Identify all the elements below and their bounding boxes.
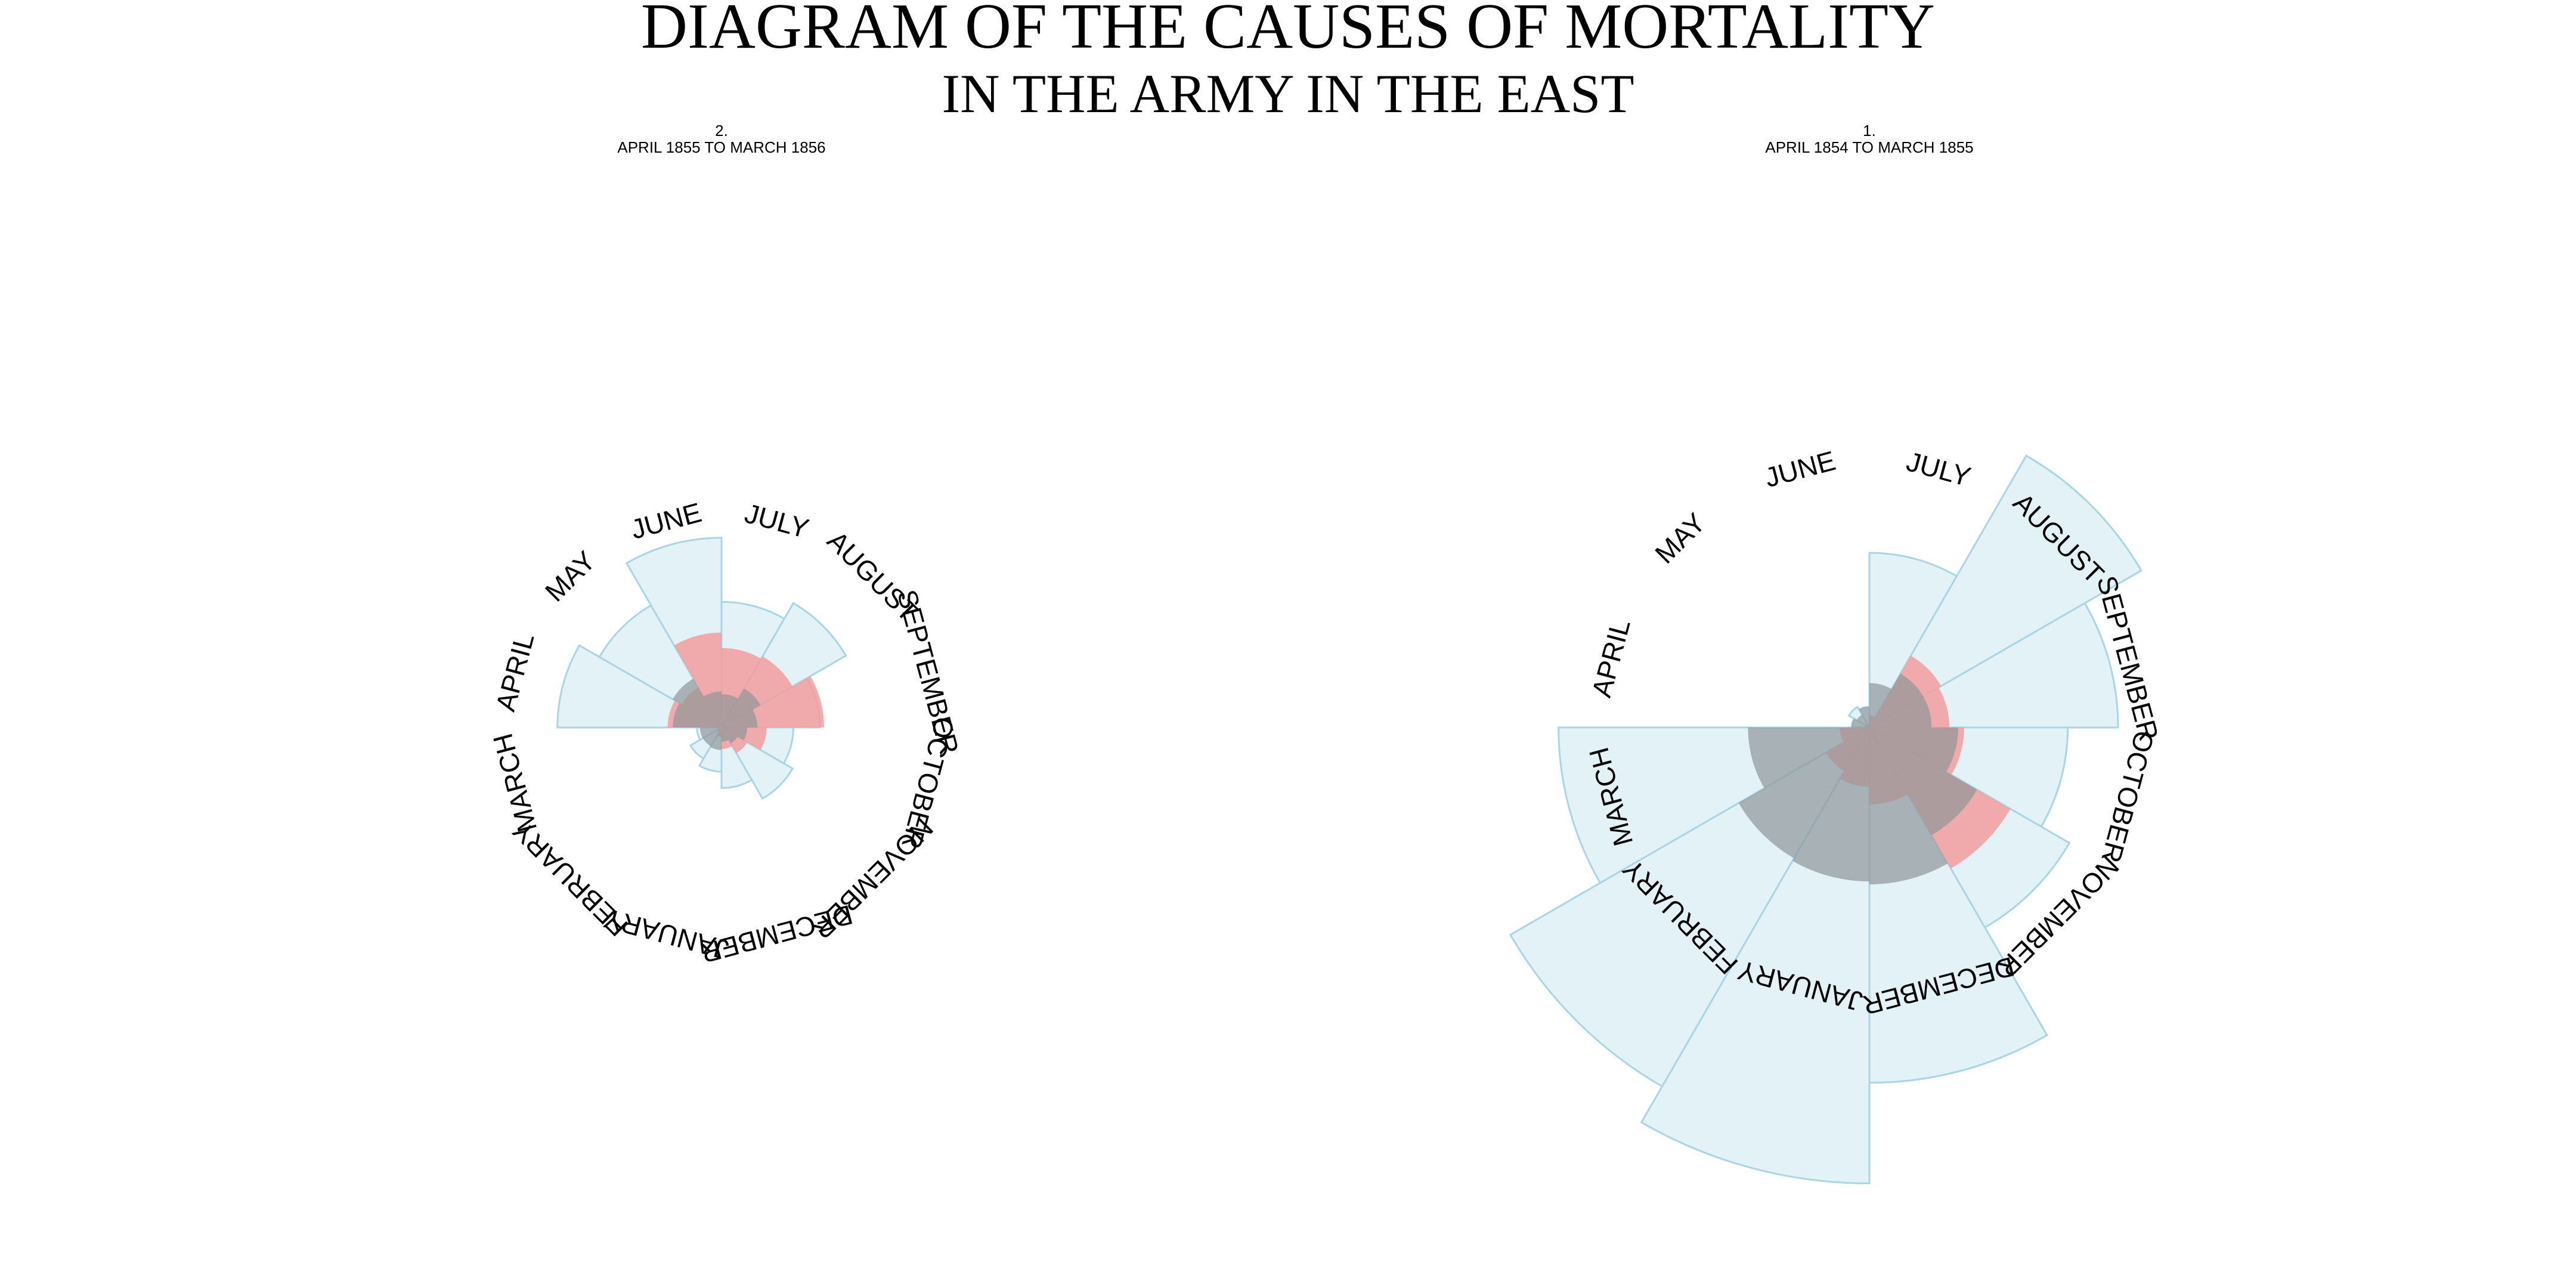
rose-1-wedges xyxy=(1509,454,2142,1185)
wedge-other-june xyxy=(1859,707,1869,727)
wedge-other-november xyxy=(1869,727,1977,835)
chart-title: DIAGRAM OF THE CAUSES OF MORTALITY xyxy=(641,0,1935,62)
rose-panel-2: 2. APRIL 1855 TO MARCH 1856 APRIL MAY JUNE… xyxy=(487,122,965,969)
wedge-other-april xyxy=(1852,719,1869,727)
wedge-other-september xyxy=(722,709,758,727)
wedge-other-may xyxy=(673,679,722,727)
wedge-other-december xyxy=(1869,727,1948,885)
wedge-other-april xyxy=(673,703,722,727)
wedge-other-february xyxy=(702,727,722,747)
wedge-other-august xyxy=(1869,673,1924,727)
wedge-other-september xyxy=(1869,696,1932,727)
wedge-other-july xyxy=(722,694,738,727)
wedge-other-october xyxy=(1869,727,1958,772)
month-label-march: MARCH xyxy=(487,730,543,835)
chart-subtitle: IN THE ARMY IN THE EAST xyxy=(942,63,1634,124)
wedge-other-november xyxy=(722,727,738,744)
rose-panel-1: 1. APRIL 1854 TO MARCH 1855 APRIL MAY JUNE… xyxy=(1509,122,2165,1185)
wedge-other-may xyxy=(1856,714,1869,727)
month-label-october: OCTOBER xyxy=(2095,727,2160,866)
month-label-may: MAY xyxy=(1649,507,1711,569)
month-label-july: JULY xyxy=(741,497,812,544)
panel-2-number: 2. xyxy=(715,122,728,140)
wedge-other-january xyxy=(1792,727,1869,882)
wedge-disease-july xyxy=(1868,552,1958,731)
wedge-other-february xyxy=(1738,727,1869,859)
wedge-other-august xyxy=(722,688,761,727)
rose-2-wedges xyxy=(556,537,847,800)
wedge-disease-august xyxy=(1866,454,2142,730)
month-label-may: MAY xyxy=(539,545,602,608)
month-label-june: JUNE xyxy=(627,497,704,545)
month-label-april: APRIL xyxy=(1586,616,1636,701)
month-label-june: JUNE xyxy=(1761,445,1838,493)
panel-1-number: 1. xyxy=(1863,122,1876,140)
panel-1-period: APRIL 1854 TO MARCH 1855 xyxy=(1765,138,1973,156)
month-label-july: JULY xyxy=(1903,445,1974,492)
month-label-february: FEBRUARY xyxy=(507,815,634,942)
panel-2-period: APRIL 1855 TO MARCH 1856 xyxy=(617,138,825,156)
wedge-other-january xyxy=(710,727,722,750)
wedge-other-july xyxy=(1869,683,1892,727)
wedge-other-october xyxy=(722,727,747,741)
wedge-other-march xyxy=(699,727,722,739)
wedge-other-june xyxy=(703,691,722,727)
month-label-april: APRIL xyxy=(490,630,540,714)
wedge-other-march xyxy=(1748,727,1869,788)
wedge-other-december xyxy=(722,727,729,742)
